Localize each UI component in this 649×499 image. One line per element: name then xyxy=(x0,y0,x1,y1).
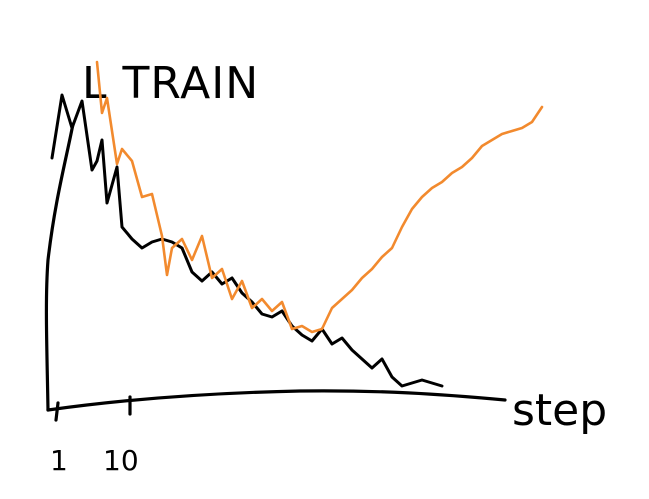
x-tick-mark-1 xyxy=(54,401,60,422)
x-tick-label-10: 10 xyxy=(103,444,139,477)
x-axis xyxy=(46,389,507,412)
chart-title: L TRAIN xyxy=(82,58,259,109)
x-tick-label-1: 1 xyxy=(50,444,68,477)
series-line-orange xyxy=(95,60,544,334)
x-axis-label: step xyxy=(512,385,607,436)
series-line-black xyxy=(50,93,444,388)
y-axis xyxy=(44,122,75,412)
series-layer xyxy=(50,60,544,388)
